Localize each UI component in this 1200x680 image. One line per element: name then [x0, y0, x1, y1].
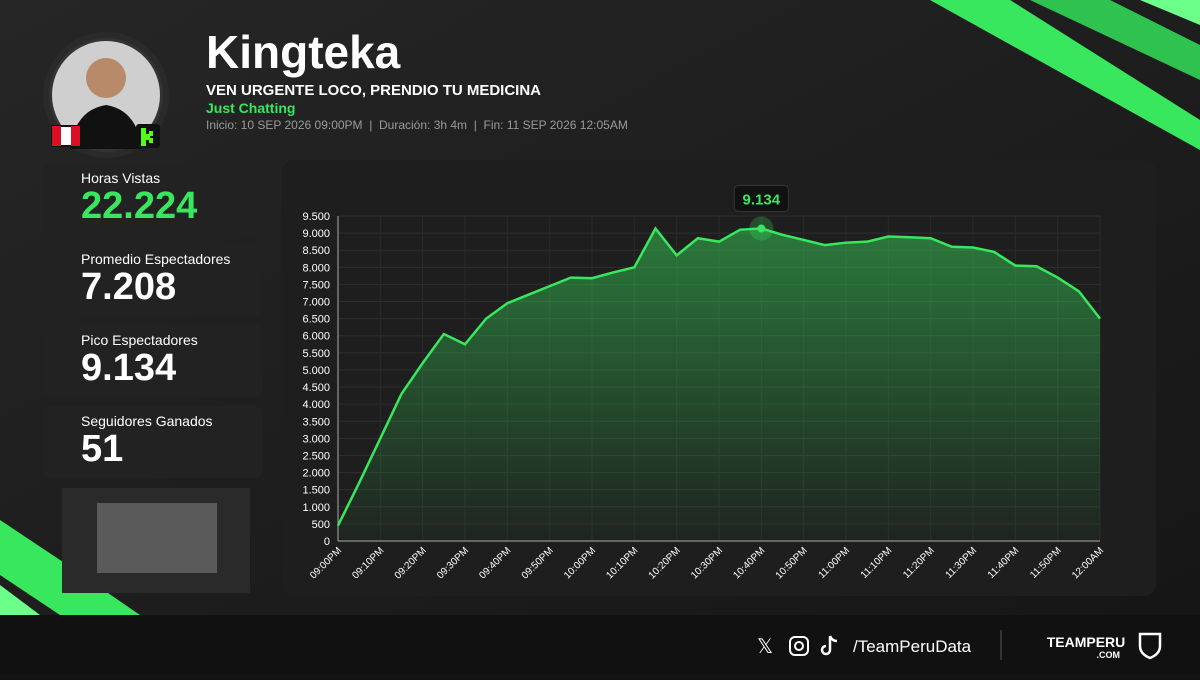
instagram-icon: [794, 641, 804, 651]
y-tick-label: 9.500: [302, 211, 330, 223]
y-tick-label: 9.000: [302, 228, 330, 240]
accent: [1140, 0, 1200, 25]
stream-category: Just Chatting: [206, 100, 295, 116]
kick-logo: [141, 128, 153, 146]
y-tick-label: 500: [312, 519, 330, 531]
y-tick-label: 1.000: [302, 502, 330, 514]
instagram-icon: [789, 636, 809, 656]
y-tick-label: 7.000: [302, 297, 330, 309]
y-tick-label: 1.500: [302, 485, 330, 497]
stream-info: Inicio: 10 SEP 2026 09:00PM | Duración: …: [206, 118, 628, 132]
avatar-head: [86, 58, 126, 98]
line: [336, 226, 1101, 527]
stat-label: Horas Vistas: [81, 170, 160, 186]
stat-label: Seguidores Ganados: [81, 413, 213, 429]
thumbnail-image: [97, 503, 217, 573]
y-tick-label: 6.500: [302, 314, 330, 326]
stat-card: [44, 325, 263, 397]
avatar-body: [70, 105, 142, 149]
stat-value: 7.208: [81, 266, 176, 308]
y-tick-label: 6.000: [302, 331, 330, 343]
y-tick-label: 2.500: [302, 450, 330, 462]
y-tick-label: 8.000: [302, 262, 330, 274]
y-tick-label: 4.000: [302, 399, 330, 411]
tiktok-icon: [820, 635, 838, 656]
brand-logo: [1138, 632, 1162, 660]
accent: [0, 585, 40, 615]
flag: [71, 126, 80, 146]
y-tick-label: 2.000: [302, 468, 330, 480]
peak-label: 9.134: [743, 192, 781, 209]
y-tick-label: 3.000: [302, 433, 330, 445]
y-tick-label: 4.500: [302, 382, 330, 394]
x-icon: 𝕏: [757, 636, 773, 658]
social-handle: /TeamPeruData: [853, 637, 972, 656]
peak-label-box: [733, 185, 789, 213]
streamer-name: Kingteka: [206, 26, 401, 78]
brand-sub: .COM: [1097, 650, 1121, 660]
stat-card: [44, 163, 263, 235]
y-tick-label: 8.500: [302, 245, 330, 257]
area: [338, 228, 1100, 541]
y-tick-label: 3.500: [302, 416, 330, 428]
stat-card: [44, 244, 263, 316]
accent: [1030, 0, 1200, 80]
flag: [52, 126, 61, 146]
brand: TEAMPERU: [1047, 634, 1126, 650]
accent: [930, 0, 1200, 150]
stream-title: VEN URGENTE LOCO, PRENDIO TU MEDICINA: [206, 82, 541, 99]
y-tick-label: 0: [324, 536, 330, 548]
stat-card: [44, 406, 263, 478]
stat-label: Pico Espectadores: [81, 332, 198, 348]
peak-marker: [757, 224, 766, 233]
y-tick-label: 5.500: [302, 348, 330, 360]
stat-label: Promedio Espectadores: [81, 251, 230, 267]
stat-value: 22.224: [81, 185, 197, 227]
footer: [0, 615, 1200, 675]
stat-value: 9.134: [81, 347, 176, 389]
y-tick-label: 5.000: [302, 365, 330, 377]
y-tick-label: 7.500: [302, 279, 330, 291]
stat-value: 51: [81, 428, 123, 470]
